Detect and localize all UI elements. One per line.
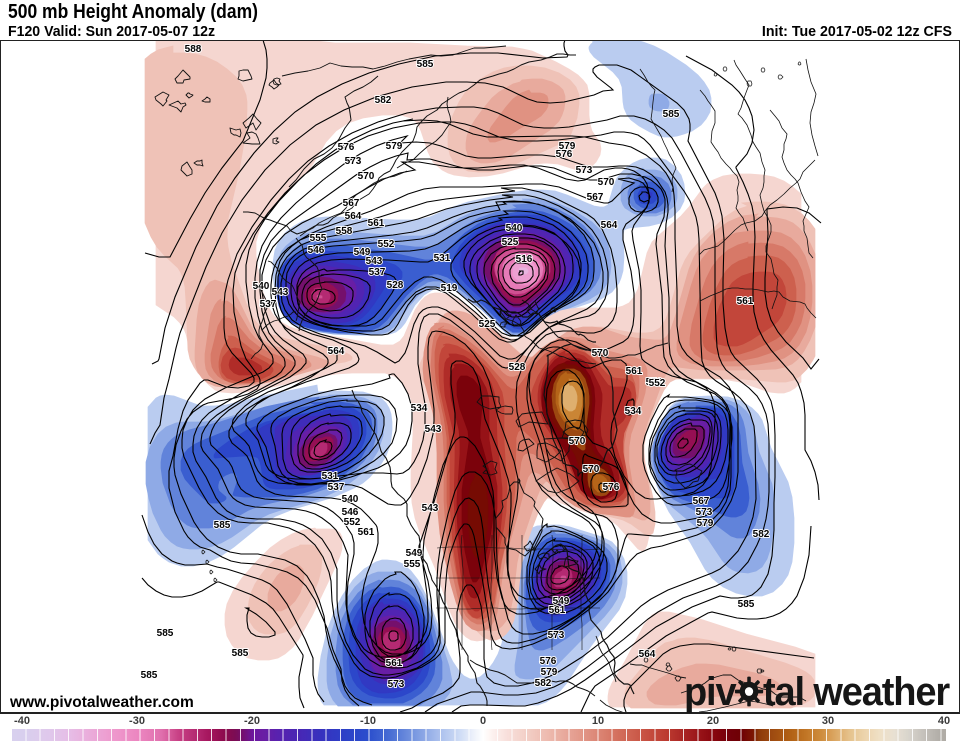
svg-text:576: 576 xyxy=(603,482,620,493)
svg-text:558: 558 xyxy=(336,226,353,237)
svg-text:528: 528 xyxy=(509,362,526,373)
svg-text:579: 579 xyxy=(559,141,576,152)
svg-text:579: 579 xyxy=(697,518,714,529)
svg-text:552: 552 xyxy=(378,239,395,250)
svg-text:543: 543 xyxy=(425,424,442,435)
svg-text:585: 585 xyxy=(157,628,174,639)
svg-text:552: 552 xyxy=(344,517,361,528)
svg-text:552: 552 xyxy=(646,377,663,388)
svg-text:579: 579 xyxy=(386,141,403,152)
svg-text:585: 585 xyxy=(417,59,434,70)
svg-text:570: 570 xyxy=(592,348,609,359)
svg-text:537: 537 xyxy=(369,267,386,278)
svg-text:585: 585 xyxy=(232,648,249,659)
svg-text:561: 561 xyxy=(737,296,754,307)
svg-text:555: 555 xyxy=(310,233,327,244)
svg-text:540: 540 xyxy=(253,281,270,292)
svg-text:585: 585 xyxy=(663,109,680,120)
svg-text:567: 567 xyxy=(343,198,360,209)
svg-text:573: 573 xyxy=(696,507,713,518)
svg-text:549: 549 xyxy=(354,247,371,258)
svg-text:555: 555 xyxy=(404,559,421,570)
svg-text:543: 543 xyxy=(272,287,289,298)
svg-text:579: 579 xyxy=(541,667,558,678)
svg-text:573: 573 xyxy=(576,165,593,176)
svg-text:585: 585 xyxy=(214,520,231,531)
svg-text:525: 525 xyxy=(502,237,519,248)
svg-text:537: 537 xyxy=(328,482,345,493)
svg-text:561: 561 xyxy=(549,605,566,616)
svg-text:519: 519 xyxy=(441,283,458,294)
svg-text:576: 576 xyxy=(556,149,573,160)
svg-text:561: 561 xyxy=(368,218,385,229)
svg-text:561: 561 xyxy=(386,658,403,669)
svg-text:546: 546 xyxy=(308,245,325,256)
svg-text:549: 549 xyxy=(553,596,570,607)
svg-text:534: 534 xyxy=(625,406,642,417)
svg-text:582: 582 xyxy=(535,678,552,689)
svg-text:570: 570 xyxy=(569,436,586,447)
svg-text:561: 561 xyxy=(626,366,643,377)
svg-text:546: 546 xyxy=(342,507,359,518)
svg-text:582: 582 xyxy=(375,95,392,106)
svg-text:531: 531 xyxy=(322,471,339,482)
svg-text:549: 549 xyxy=(406,548,423,559)
svg-text:537: 537 xyxy=(260,299,277,310)
svg-text:531: 531 xyxy=(434,253,451,264)
svg-text:516: 516 xyxy=(516,254,533,265)
svg-text:528: 528 xyxy=(387,280,404,291)
svg-text:561: 561 xyxy=(358,527,375,538)
svg-text:588: 588 xyxy=(185,44,202,55)
svg-text:564: 564 xyxy=(328,346,345,357)
svg-text:564: 564 xyxy=(601,220,618,231)
svg-text:576: 576 xyxy=(540,656,557,667)
svg-text:567: 567 xyxy=(587,192,604,203)
svg-text:573: 573 xyxy=(548,630,565,641)
svg-text:534: 534 xyxy=(411,403,428,414)
svg-text:582: 582 xyxy=(753,529,770,540)
svg-text:552: 552 xyxy=(649,378,666,389)
svg-text:543: 543 xyxy=(366,256,383,267)
svg-text:570: 570 xyxy=(583,464,600,475)
svg-text:585: 585 xyxy=(141,670,158,681)
svg-text:564: 564 xyxy=(639,649,656,660)
svg-text:570: 570 xyxy=(598,177,615,188)
svg-text:543: 543 xyxy=(422,503,439,514)
svg-text:573: 573 xyxy=(345,156,362,167)
svg-text:585: 585 xyxy=(738,599,755,610)
svg-text:567: 567 xyxy=(693,496,710,507)
svg-text:573: 573 xyxy=(388,679,405,690)
svg-text:570: 570 xyxy=(358,171,375,182)
svg-text:525: 525 xyxy=(479,319,496,330)
svg-text:564: 564 xyxy=(345,211,362,222)
svg-text:540: 540 xyxy=(342,494,359,505)
svg-text:576: 576 xyxy=(338,142,355,153)
svg-text:540: 540 xyxy=(506,223,523,234)
